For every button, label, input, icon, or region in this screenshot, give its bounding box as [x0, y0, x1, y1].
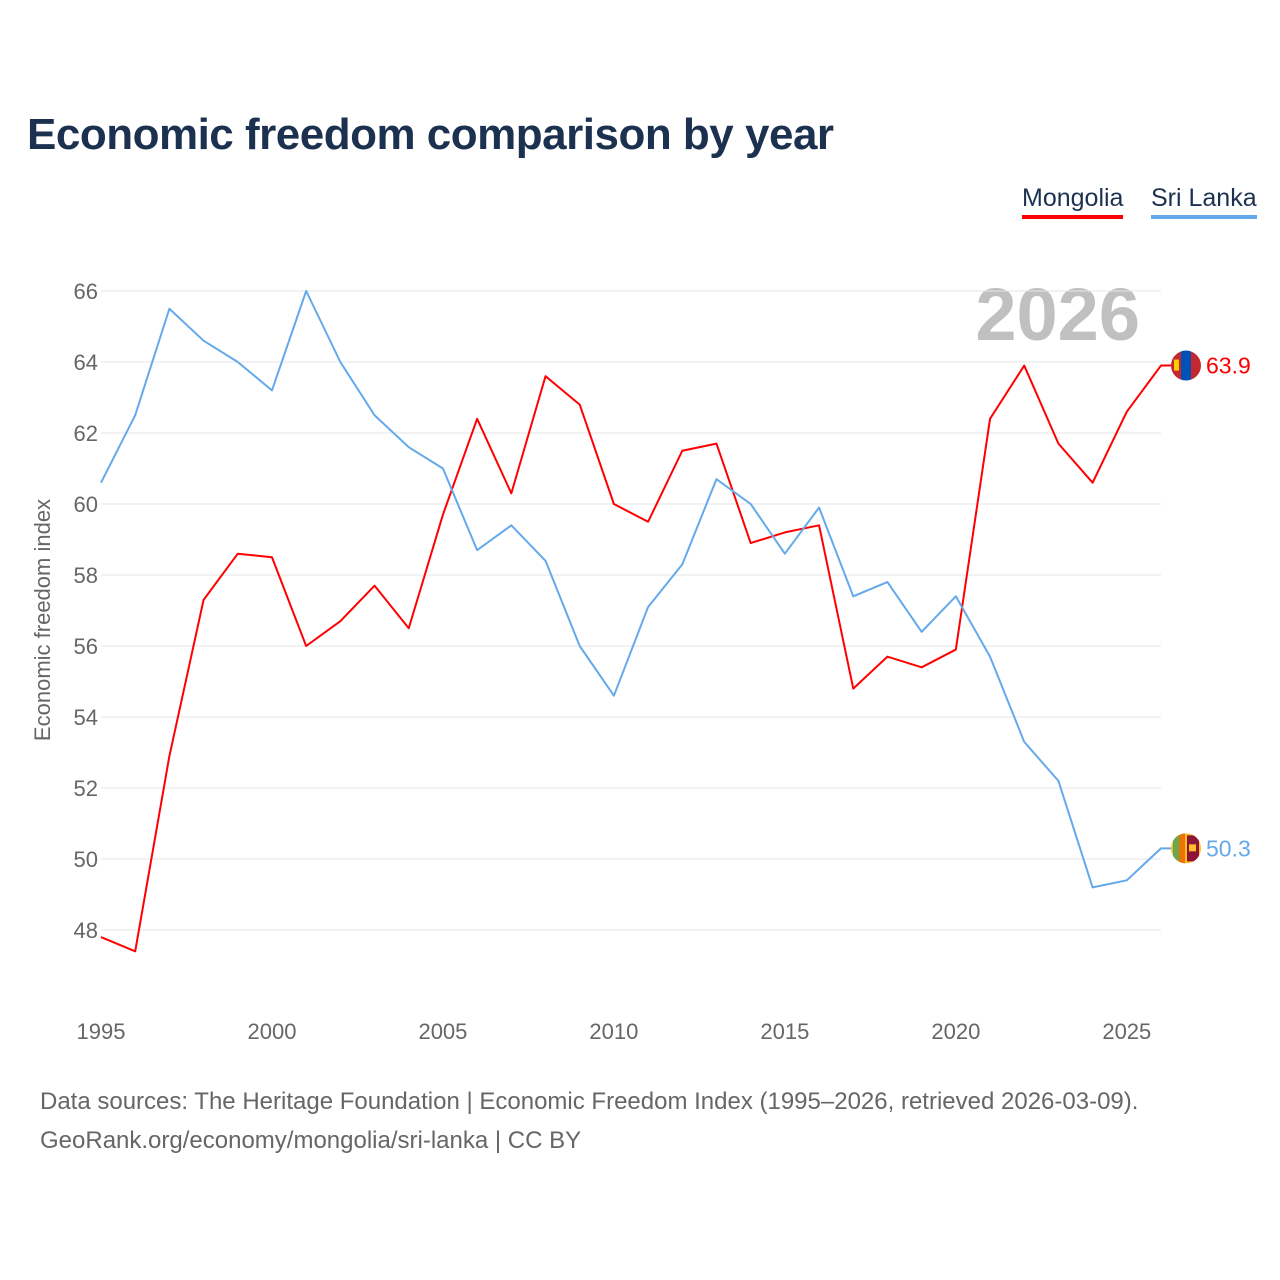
data-point: [851, 687, 855, 691]
data-point: [680, 449, 684, 453]
data-point: [99, 481, 103, 485]
data-point: [988, 655, 992, 659]
data-point: [920, 630, 924, 634]
x-tick-label: 2025: [1102, 1019, 1151, 1044]
data-point: [304, 289, 308, 293]
data-point: [749, 541, 753, 545]
data-point: [338, 619, 342, 623]
data-point: [441, 467, 445, 471]
y-axis-label: Economic freedom index: [30, 499, 55, 741]
data-point: [783, 530, 787, 534]
data-point: [1125, 878, 1129, 882]
series-line-sri-lanka: [100, 290, 1171, 889]
y-tick-label: 54: [74, 705, 98, 730]
legend-mongolia[interactable]: Mongolia: [1022, 184, 1124, 219]
data-point: [270, 388, 274, 392]
data-point: [817, 506, 821, 510]
chart-title: Economic freedom comparison by year: [27, 110, 834, 159]
data-point: [612, 694, 616, 698]
data-point: [133, 949, 137, 953]
data-point: [954, 648, 958, 652]
data-point: [1091, 885, 1095, 889]
y-tick-label: 60: [74, 492, 98, 517]
data-point: [202, 339, 206, 343]
data-point: [1056, 442, 1060, 446]
data-point: [578, 644, 582, 648]
data-point: [714, 442, 718, 446]
data-point: [783, 552, 787, 556]
data-point: [133, 413, 137, 417]
data-point: [236, 360, 240, 364]
data-point: [885, 655, 889, 659]
data-point: [475, 548, 479, 552]
y-tick-label: 52: [74, 776, 98, 801]
data-point: [1125, 410, 1129, 414]
series-line-mongolia: [100, 364, 1171, 953]
data-point: [920, 665, 924, 669]
data-point: [99, 935, 103, 939]
data-point: [304, 644, 308, 648]
data-point: [1022, 740, 1026, 744]
y-tick-label: 66: [74, 279, 98, 304]
data-point: [680, 562, 684, 566]
data-point: [749, 502, 753, 506]
credit-link[interactable]: GeoRank.org/economy/mongolia/sri-lanka |…: [40, 1127, 582, 1154]
data-point: [544, 374, 548, 378]
x-tick-label: 2020: [931, 1019, 980, 1044]
y-tick-label: 58: [74, 563, 98, 588]
data-point: [714, 477, 718, 481]
y-tick-label: 48: [74, 918, 98, 943]
data-point: [441, 513, 445, 517]
data-point: [646, 605, 650, 609]
data-point: [270, 555, 274, 559]
data-point: [851, 594, 855, 598]
data-source-note: Data sources: The Heritage Foundation | …: [40, 1088, 1139, 1115]
data-point: [373, 584, 377, 588]
data-point: [544, 559, 548, 563]
data-point: [1159, 364, 1163, 368]
data-point: [646, 520, 650, 524]
data-point: [988, 417, 992, 421]
sri-lanka-flag-icon: [1171, 833, 1201, 864]
data-point: [509, 523, 513, 527]
data-point: [1159, 846, 1163, 850]
y-tick-label: 56: [74, 634, 98, 659]
data-point: [817, 523, 821, 527]
data-point: [407, 445, 411, 449]
data-point: [954, 594, 958, 598]
data-point: [578, 403, 582, 407]
data-point: [167, 307, 171, 311]
x-tick-label: 2010: [589, 1019, 638, 1044]
data-point: [885, 580, 889, 584]
data-point: [373, 413, 377, 417]
data-point: [1056, 779, 1060, 783]
data-point: [338, 360, 342, 364]
y-tick-label: 50: [74, 847, 98, 872]
x-tick-label: 2000: [247, 1019, 296, 1044]
data-point: [509, 491, 513, 495]
x-tick-label: 1995: [77, 1019, 126, 1044]
y-tick-label: 62: [74, 421, 98, 446]
data-point: [612, 502, 616, 506]
x-tick-label: 2005: [418, 1019, 467, 1044]
mongolia-flag-icon: [1171, 350, 1201, 381]
data-point: [236, 552, 240, 556]
line-chart: 2026 48 50 52 54 56 58 60 62 64 66 1995 2000 2005 2010…: [30, 273, 1251, 1044]
y-tick-label: 64: [74, 350, 98, 375]
data-point: [475, 417, 479, 421]
data-point: [1091, 481, 1095, 485]
x-tick-label: 2015: [760, 1019, 809, 1044]
year-watermark: 2026: [975, 273, 1140, 356]
data-point: [407, 626, 411, 630]
data-point: [202, 598, 206, 602]
data-point: [1022, 364, 1026, 368]
legend-sri-lanka[interactable]: Sri Lanka: [1151, 184, 1257, 219]
end-value-label: 50.3: [1206, 835, 1251, 861]
data-point: [167, 754, 171, 758]
end-value-label: 63.9: [1206, 353, 1251, 379]
